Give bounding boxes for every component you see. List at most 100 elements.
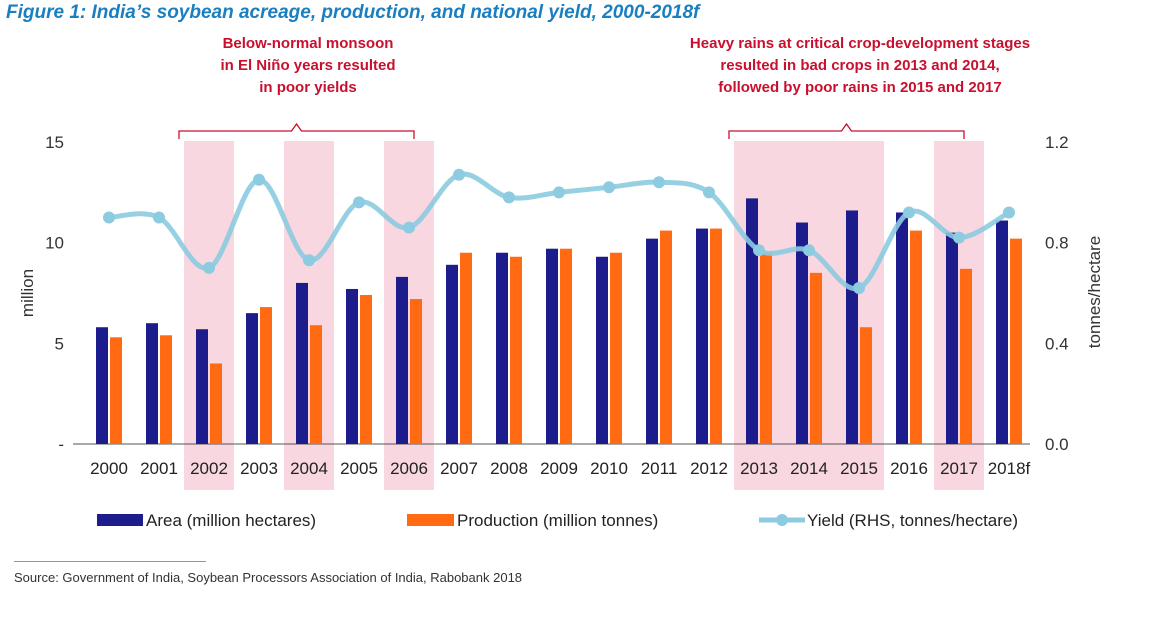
bar-area-2014 [796, 222, 808, 444]
highlight-band-2017 [934, 141, 984, 490]
right-tick-label: 0.4 [1045, 334, 1069, 353]
bar-production-2015 [860, 327, 872, 444]
annotation-bracket-2 [728, 122, 965, 139]
bar-production-2006 [410, 299, 422, 444]
yield-point-2018f [1003, 206, 1015, 219]
bar-area-2006 [396, 276, 408, 444]
x-tick-label: 2010 [590, 459, 628, 478]
legend-label-production: Production (million tonnes) [457, 511, 658, 530]
bar-production-2010 [610, 252, 622, 444]
bar-area-2012 [696, 228, 708, 444]
right-tick-label: 0.0 [1045, 435, 1069, 454]
annotation-bracket-1 [178, 122, 415, 139]
bar-area-2003 [246, 313, 258, 444]
x-tick-label: 2000 [90, 459, 128, 478]
bar-production-2003 [260, 307, 272, 444]
bar-area-2002 [196, 329, 208, 444]
x-tick-label: 2001 [140, 459, 178, 478]
bar-production-2016 [910, 230, 922, 444]
bar-production-2013 [760, 252, 772, 444]
yield-point-2014 [803, 244, 815, 257]
highlight-bands [184, 141, 984, 490]
right-axis-title: tonnes/hectare [1085, 236, 1104, 348]
annotation-1-line-2: in El Niño years resulted [220, 57, 395, 74]
bar-area-2001 [146, 323, 158, 444]
source-divider [14, 561, 206, 562]
yield-point-2000 [103, 211, 115, 224]
bar-production-2014 [810, 272, 822, 444]
highlight-band-2014 [784, 141, 834, 490]
bar-area-2013 [746, 198, 758, 444]
yield-point-2002 [203, 261, 215, 274]
highlight-band-2013 [734, 141, 784, 490]
source-note: Source: Government of India, Soybean Pro… [14, 570, 523, 585]
combo-chart: Below-normal monsoon in El Niño years res… [18, 35, 1104, 530]
bar-area-2018f [996, 220, 1008, 444]
annotation-1-line-1: Below-normal monsoon [223, 35, 394, 52]
yield-point-2001 [153, 211, 165, 224]
bar-area-2005 [346, 288, 358, 444]
right-tick-label: 1.2 [1045, 133, 1069, 152]
legend: Area (million hectares) Production (milli… [97, 511, 1018, 530]
x-tick-label: 2011 [641, 459, 678, 478]
bar-area-2015 [846, 210, 858, 444]
annotation-2-line-1: Heavy rains at critical crop-development… [690, 35, 1030, 52]
x-tick-label: 2016 [890, 459, 928, 478]
right-tick-label: 0.8 [1045, 234, 1069, 253]
left-tick-label: 15 [45, 133, 64, 152]
chart-title: Figure 1: India’s soybean acreage, produ… [6, 2, 700, 23]
yield-point-2004 [303, 254, 315, 267]
yield-point-2017 [953, 231, 965, 244]
legend-label-area: Area (million hectares) [146, 511, 316, 530]
yield-point-2003 [253, 173, 265, 186]
yield-point-2006 [403, 221, 415, 234]
legend-swatch-area [97, 514, 143, 526]
x-tick-label: 2006 [390, 459, 428, 478]
yield-point-2005 [353, 196, 365, 209]
bar-area-2000 [96, 327, 108, 444]
highlight-band-2015 [834, 141, 884, 490]
x-tick-label: 2002 [190, 459, 228, 478]
x-tick-label: 2017 [940, 459, 978, 478]
bar-production-2009 [560, 248, 572, 444]
legend-swatch-yield-marker [776, 514, 788, 526]
bar-production-2018f [1010, 238, 1022, 444]
yield-point-2015 [853, 281, 865, 294]
left-tick-label: 5 [55, 334, 64, 353]
yield-point-2009 [553, 186, 565, 199]
x-tick-label: 2004 [290, 459, 328, 478]
left-tick-label: 10 [45, 234, 64, 253]
bar-production-2008 [510, 256, 522, 444]
bar-production-2007 [460, 252, 472, 444]
x-tick-label: 2008 [490, 459, 528, 478]
legend-swatch-production [407, 514, 454, 526]
x-tick-label: 2018f [988, 459, 1031, 478]
bar-production-2004 [310, 325, 322, 444]
annotations: Below-normal monsoon in El Niño years res… [220, 35, 1030, 96]
bar-area-2004 [296, 282, 308, 444]
x-tick-label: 2013 [740, 459, 778, 478]
yield-point-2013 [753, 244, 765, 257]
bar-area-2008 [496, 252, 508, 444]
yield-point-2012 [703, 186, 715, 199]
left-tick-label: - [58, 435, 64, 454]
yield-point-2007 [453, 168, 465, 181]
x-tick-label: 2015 [840, 459, 878, 478]
x-tick-label: 2007 [440, 459, 478, 478]
yield-point-2016 [903, 206, 915, 219]
x-tick-label: 2005 [340, 459, 378, 478]
highlight-band-2004 [284, 141, 334, 490]
annotation-2-line-3: followed by poor rains in 2015 and 2017 [718, 79, 1001, 96]
annotation-2-line-2: resulted in bad crops in 2013 and 2014, [720, 57, 999, 74]
yield-line [103, 168, 1015, 294]
legend-label-yield: Yield (RHS, tonnes/hectare) [807, 511, 1018, 530]
bar-production-2017 [960, 268, 972, 444]
bar-area-2016 [896, 212, 908, 444]
bar-area-2011 [646, 238, 658, 444]
highlight-band-2006 [384, 141, 434, 490]
bar-production-2012 [710, 228, 722, 444]
bar-production-2011 [660, 230, 672, 444]
bar-area-2007 [446, 264, 458, 444]
annotation-1-line-3: in poor yields [259, 79, 357, 96]
bar-production-2000 [110, 337, 122, 444]
